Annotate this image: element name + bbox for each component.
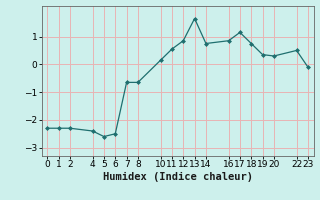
X-axis label: Humidex (Indice chaleur): Humidex (Indice chaleur): [103, 172, 252, 182]
